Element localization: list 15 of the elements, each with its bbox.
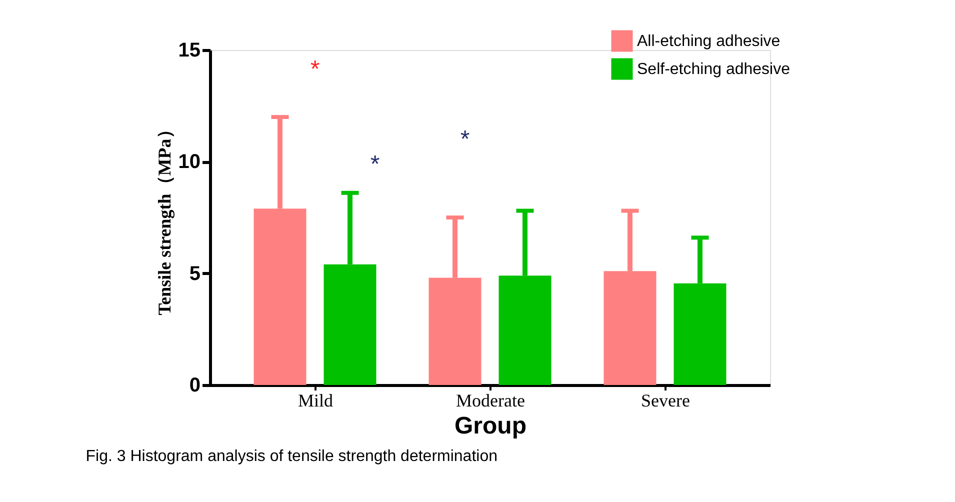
x-tick-label: Moderate [456,390,525,410]
y-tick-label: 5 [189,262,200,285]
y-tick-label: 10 [178,151,200,174]
x-tick-label: Mild [298,390,334,410]
legend-label: All-etching adhesive [637,33,780,50]
y-tick-label: 0 [189,374,200,396]
x-tick-label: Severe [641,390,690,410]
annotation: * [370,151,380,178]
y-tick-label: 15 [178,40,200,62]
annotation: * [310,56,320,83]
x-axis-title: Group [454,412,526,440]
caption: Fig. 3 Histogram analysis of tensile strength determination [86,448,498,465]
legend-label: Self-etching adhesive [637,61,790,78]
y-axis-title: Tensile strength（MPa） [154,120,174,316]
annotation: * [460,126,470,153]
